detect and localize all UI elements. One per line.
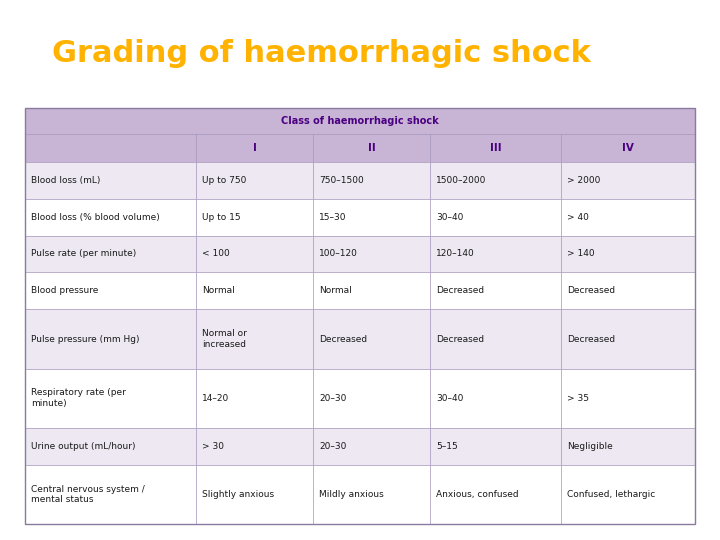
Text: Decreased: Decreased	[436, 334, 485, 343]
Bar	[25, 108, 695, 134]
Bar	[25, 235, 196, 273]
Bar	[561, 428, 695, 464]
Bar	[196, 161, 313, 199]
Bar	[313, 428, 431, 464]
Bar	[561, 134, 695, 161]
Bar	[313, 161, 431, 199]
Text: Anxious, confused: Anxious, confused	[436, 490, 519, 499]
Bar	[431, 161, 561, 199]
Text: 120–140: 120–140	[436, 249, 475, 259]
Text: Up to 750: Up to 750	[202, 176, 246, 185]
Bar	[25, 134, 196, 161]
Text: 14–20: 14–20	[202, 394, 229, 403]
Text: Mildly anxious: Mildly anxious	[319, 490, 384, 499]
Bar	[196, 273, 313, 309]
Bar	[196, 235, 313, 273]
Bar	[196, 134, 313, 161]
Bar	[431, 464, 561, 524]
Text: Blood loss (mL): Blood loss (mL)	[31, 176, 101, 185]
Bar	[25, 161, 196, 199]
Text: Decreased: Decreased	[436, 286, 485, 295]
Text: Normal or
increased: Normal or increased	[202, 329, 247, 349]
Bar	[431, 134, 561, 161]
Text: 30–40: 30–40	[436, 394, 464, 403]
Text: Decreased: Decreased	[567, 286, 615, 295]
Bar	[431, 273, 561, 309]
Bar	[25, 428, 196, 464]
Bar	[313, 199, 431, 235]
Bar	[196, 199, 313, 235]
Text: 100–120: 100–120	[319, 249, 358, 259]
Bar	[196, 464, 313, 524]
Bar	[561, 309, 695, 369]
Text: 20–30: 20–30	[319, 394, 346, 403]
Text: Confused, lethargic: Confused, lethargic	[567, 490, 655, 499]
Text: Blood loss (% blood volume): Blood loss (% blood volume)	[31, 213, 160, 221]
Bar	[313, 235, 431, 273]
Text: II: II	[368, 143, 376, 153]
Bar	[561, 369, 695, 428]
Bar	[25, 464, 196, 524]
Bar	[431, 235, 561, 273]
Bar	[313, 369, 431, 428]
Text: Pulse rate (per minute): Pulse rate (per minute)	[31, 249, 137, 259]
Text: 30–40: 30–40	[436, 213, 464, 221]
Bar	[431, 199, 561, 235]
Bar	[25, 199, 196, 235]
Text: Normal: Normal	[319, 286, 352, 295]
Text: Normal: Normal	[202, 286, 235, 295]
Text: Central nervous system /
mental status: Central nervous system / mental status	[31, 484, 145, 504]
Text: Decreased: Decreased	[567, 334, 615, 343]
Bar	[561, 161, 695, 199]
Text: > 140: > 140	[567, 249, 595, 259]
Bar	[313, 464, 431, 524]
Text: Up to 15: Up to 15	[202, 213, 240, 221]
Text: Respiratory rate (per
minute): Respiratory rate (per minute)	[31, 388, 126, 408]
Text: Class of haemorrhagic shock: Class of haemorrhagic shock	[281, 116, 439, 126]
Text: 20–30: 20–30	[319, 442, 346, 451]
Text: III: III	[490, 143, 501, 153]
Text: < 100: < 100	[202, 249, 230, 259]
Text: Pulse pressure (mm Hg): Pulse pressure (mm Hg)	[31, 334, 140, 343]
Bar	[561, 235, 695, 273]
Bar	[561, 199, 695, 235]
Bar	[196, 309, 313, 369]
Bar	[431, 309, 561, 369]
Text: Urine output (mL/hour): Urine output (mL/hour)	[31, 442, 136, 451]
Bar	[196, 428, 313, 464]
Bar	[196, 369, 313, 428]
Text: Blood pressure: Blood pressure	[31, 286, 99, 295]
Bar	[313, 309, 431, 369]
Text: > 2000: > 2000	[567, 176, 600, 185]
Text: IV: IV	[622, 143, 634, 153]
Bar	[431, 428, 561, 464]
Text: I: I	[253, 143, 256, 153]
Bar	[561, 273, 695, 309]
Text: Decreased: Decreased	[319, 334, 367, 343]
Bar	[313, 134, 431, 161]
Bar	[313, 273, 431, 309]
Text: Grading of haemorrhagic shock: Grading of haemorrhagic shock	[52, 39, 591, 69]
Text: > 30: > 30	[202, 442, 224, 451]
Text: 1500–2000: 1500–2000	[436, 176, 487, 185]
Text: 5–15: 5–15	[436, 442, 458, 451]
Bar	[25, 309, 196, 369]
Text: 750–1500: 750–1500	[319, 176, 364, 185]
Bar	[431, 369, 561, 428]
Bar	[561, 464, 695, 524]
Text: 15–30: 15–30	[319, 213, 346, 221]
Bar	[25, 369, 196, 428]
Text: > 40: > 40	[567, 213, 589, 221]
Text: Negligible: Negligible	[567, 442, 613, 451]
Text: Slightly anxious: Slightly anxious	[202, 490, 274, 499]
Text: > 35: > 35	[567, 394, 589, 403]
Bar	[25, 273, 196, 309]
